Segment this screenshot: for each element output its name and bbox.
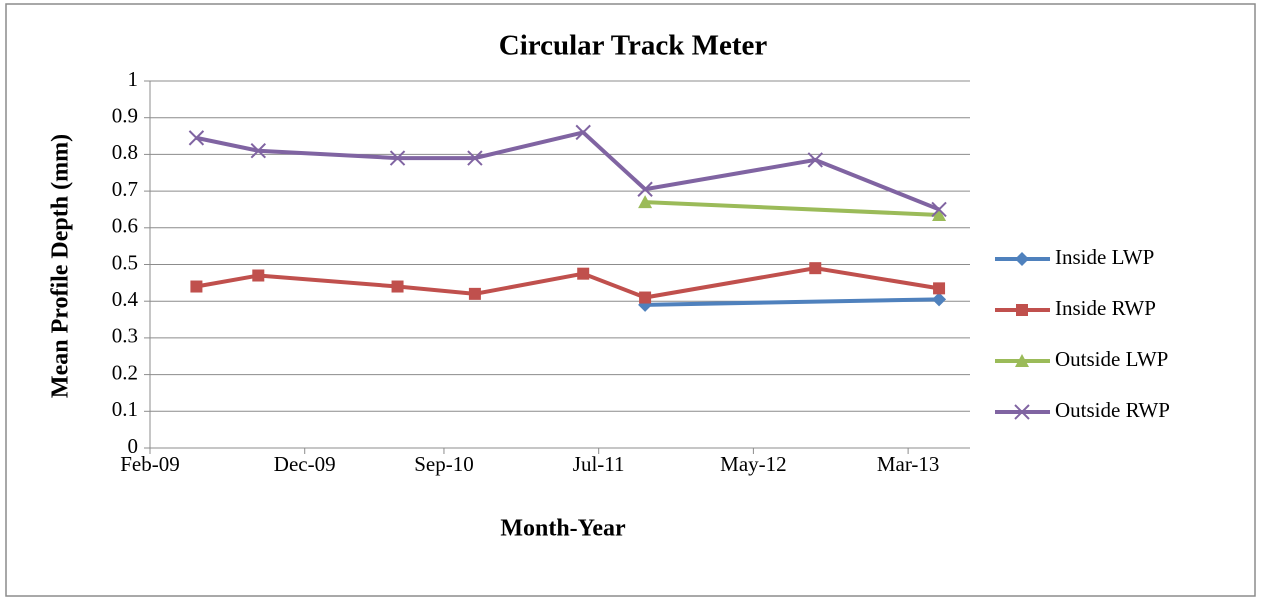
chart-title: Circular Track Meter xyxy=(499,30,768,62)
legend-label: Outside LWP xyxy=(1055,347,1168,371)
x-tick-label: Feb-09 xyxy=(120,452,180,476)
data-point xyxy=(933,282,946,295)
data-point xyxy=(639,291,652,304)
x-axis-label: Month-Year xyxy=(500,516,626,542)
y-tick-label: 1 xyxy=(128,67,139,91)
y-tick-label: 0 xyxy=(128,434,139,458)
y-tick-label: 0.4 xyxy=(112,287,139,311)
data-point xyxy=(637,181,653,197)
data-point xyxy=(468,287,481,300)
y-tick-label: 0.7 xyxy=(112,177,138,201)
data-point xyxy=(932,207,947,221)
x-tick-label: Sep-10 xyxy=(414,452,474,476)
legend-marker xyxy=(1014,404,1030,420)
y-tick-label: 0.2 xyxy=(112,360,138,384)
data-point xyxy=(391,280,404,293)
legend-marker xyxy=(1015,252,1029,266)
legend-marker xyxy=(1015,354,1029,367)
legend-marker xyxy=(1016,304,1028,316)
data-point xyxy=(807,152,823,168)
series-line xyxy=(645,297,940,307)
data-point xyxy=(577,267,590,280)
series-line xyxy=(645,200,940,217)
data-point xyxy=(931,201,947,218)
data-point xyxy=(252,269,265,282)
y-axis-label: Mean Profile Depth (mm) xyxy=(48,134,74,398)
data-point xyxy=(250,143,267,159)
data-point xyxy=(809,262,822,275)
data-point xyxy=(932,292,947,307)
series-line xyxy=(196,266,940,300)
x-tick-label: Mar-13 xyxy=(877,452,940,476)
data-point xyxy=(190,280,203,293)
y-tick-label: 0.3 xyxy=(112,324,138,348)
x-tick-label: May-12 xyxy=(720,452,787,476)
y-tick-label: 0.8 xyxy=(112,140,138,164)
y-tick-label: 0.1 xyxy=(112,397,138,421)
data-point xyxy=(638,195,653,209)
x-tick-label: Dec-09 xyxy=(274,452,336,476)
y-tick-label: 0.6 xyxy=(112,214,138,238)
series-line xyxy=(196,130,940,212)
data-point xyxy=(389,150,406,166)
legend-label: Inside LWP xyxy=(1055,245,1154,269)
chart-border xyxy=(5,3,1256,597)
x-tick-label: Jul-11 xyxy=(573,452,625,476)
data-point xyxy=(467,150,483,166)
data-point xyxy=(575,124,591,141)
legend-label: Outside RWP xyxy=(1055,398,1170,422)
data-point xyxy=(188,130,205,146)
y-tick-label: 0.5 xyxy=(112,250,138,274)
y-tick-label: 0.9 xyxy=(112,104,138,128)
legend-label: Inside RWP xyxy=(1055,296,1156,320)
